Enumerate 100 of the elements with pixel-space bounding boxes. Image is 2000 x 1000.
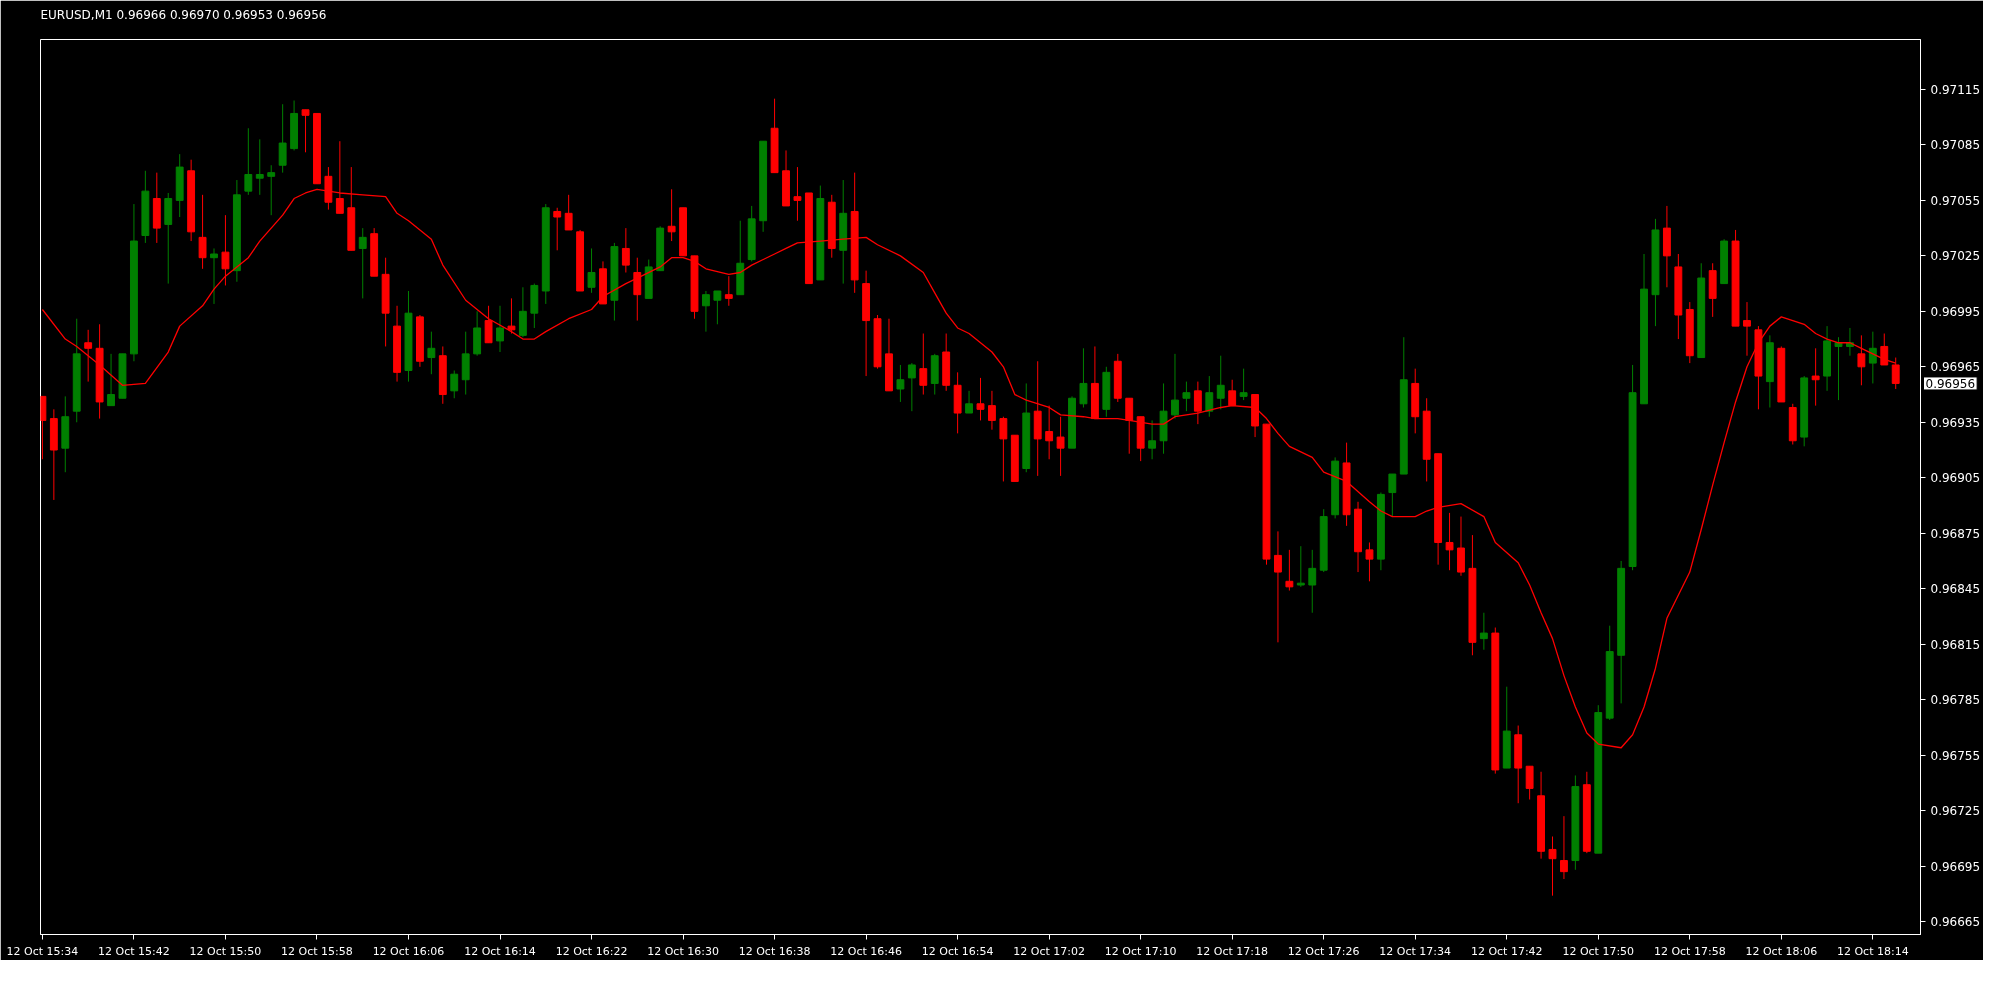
- candlestick: [1182, 381, 1191, 412]
- candlestick: [919, 333, 928, 396]
- x-tick-label: 12 Oct 17:50: [1562, 944, 1635, 958]
- candlestick: [702, 290, 710, 333]
- candlestick: [1743, 301, 1751, 357]
- x-tick-label: 12 Oct 16:38: [738, 944, 811, 958]
- x-tick-label: 12 Oct 15:50: [189, 944, 262, 958]
- x-tick-label: 12 Oct 16:46: [830, 944, 902, 958]
- candlestick: [1296, 545, 1305, 588]
- y-tick-label: 0.97025: [1930, 249, 1981, 264]
- candlestick: [633, 257, 642, 322]
- candlestick: [255, 138, 264, 196]
- x-tick-label: 12 Oct 15:42: [98, 944, 170, 958]
- y-tick-label: 0.96875: [1930, 526, 1981, 541]
- candlestick: [564, 194, 573, 231]
- y-tick-label: 0.97085: [1930, 138, 1981, 153]
- candlestick: [1479, 612, 1488, 651]
- candlestick: [198, 194, 207, 270]
- candlestick: [1148, 419, 1157, 460]
- x-tick-label: 12 Oct 15:34: [6, 944, 79, 958]
- candlestick: [301, 109, 310, 153]
- y-tick-label: 0.96725: [1930, 804, 1981, 819]
- candlestick: [1525, 765, 1534, 801]
- candlestick: [965, 390, 973, 414]
- candlestick: [1171, 353, 1179, 420]
- x-tick-label: 12 Oct 16:06: [372, 944, 445, 958]
- candlestick: [1811, 347, 1820, 407]
- x-tick-label: 12 Oct 17:42: [1470, 944, 1543, 958]
- y-tick-label: 0.96845: [1930, 582, 1981, 597]
- candlestick: [507, 297, 516, 335]
- candlestick: [427, 331, 436, 375]
- candlestick: [278, 103, 287, 174]
- candlestick: [999, 416, 1008, 482]
- candlestick: [1834, 336, 1843, 401]
- candlestick: [358, 227, 367, 299]
- candlestick: [244, 127, 253, 196]
- x-tick-label: 12 Oct 18:14: [1836, 944, 1909, 958]
- candlestick: [1205, 375, 1214, 418]
- y-tick-label: 0.96665: [1930, 915, 1981, 930]
- y-tick-label: 0.97055: [1930, 193, 1981, 208]
- candlestick: [84, 329, 93, 383]
- candlestick: [621, 227, 630, 273]
- candlestick: [1308, 549, 1317, 614]
- x-tick-label: 12 Oct 16:30: [647, 944, 719, 958]
- candlestick: [1274, 530, 1282, 643]
- candlestick: [553, 207, 562, 251]
- x-tick-label: 12 Oct 17:18: [1196, 944, 1269, 958]
- candlestick: [907, 362, 916, 412]
- candlestick: [1548, 835, 1557, 897]
- x-tick-label: 12 Oct 16:54: [921, 944, 994, 958]
- candlestick: [1125, 397, 1134, 455]
- candlestick: [1239, 368, 1248, 401]
- candlestick: [107, 353, 115, 407]
- candlestick: [1365, 541, 1374, 582]
- candlestick: [1216, 355, 1225, 410]
- candlestick: [988, 390, 996, 431]
- candlestick: [587, 247, 596, 294]
- y-tick-label: 0.96965: [1930, 360, 1981, 375]
- candlestick: [1045, 405, 1054, 460]
- candlestick: [713, 290, 722, 325]
- candlestick: [1880, 333, 1889, 366]
- annotation: 0.96956: [1925, 376, 1976, 391]
- candlestick: [1388, 473, 1397, 518]
- x-tick-label: 12 Oct 17:02: [1013, 944, 1086, 958]
- candlestick: [1560, 815, 1568, 880]
- candlestick: [221, 214, 230, 286]
- y-tick-label: 0.96935: [1930, 415, 1981, 430]
- candlestick: [267, 164, 276, 216]
- x-tick-label: 12 Oct 15:58: [281, 944, 353, 958]
- candlestick: [1056, 416, 1065, 477]
- chart-title: EURUSD,M1 0.96966 0.96970 0.96953 0.96956: [40, 7, 327, 22]
- y-tick-label: 0.96995: [1930, 304, 1981, 319]
- candlestick: [1445, 512, 1454, 571]
- candlestick: [793, 166, 802, 222]
- y-tick-label: 0.96905: [1930, 471, 1981, 486]
- candlestick: [1193, 381, 1202, 425]
- y-tick-label: 0.97115: [1930, 82, 1981, 97]
- x-tick-label: 12 Oct 17:34: [1379, 944, 1452, 958]
- y-tick-label: 0.96755: [1930, 748, 1981, 763]
- x-tick-label: 12 Oct 16:14: [464, 944, 536, 958]
- candlestick: [667, 188, 676, 242]
- candlestick: [1868, 331, 1877, 384]
- candlestick: [1079, 347, 1088, 408]
- candlestick: [724, 275, 733, 307]
- candlestick: [976, 377, 985, 421]
- candlestick: [210, 247, 218, 305]
- candlestick: [450, 370, 459, 399]
- y-tick-label: 0.96815: [1930, 637, 1981, 652]
- y-tick-label: 0.96695: [1930, 859, 1981, 874]
- candlestick: [1285, 549, 1294, 592]
- candlestick: [496, 305, 504, 353]
- candlestick: [1228, 379, 1237, 407]
- x-tick-label: 12 Oct 18:06: [1745, 944, 1818, 958]
- candlestick: [896, 364, 905, 403]
- x-tick-label: 12 Oct 17:58: [1653, 944, 1726, 958]
- candlestick: [1857, 334, 1866, 386]
- x-tick-label: 12 Oct 16:22: [555, 944, 628, 958]
- y-tick-label: 0.96785: [1930, 693, 1981, 708]
- x-tick-label: 12 Oct 17:10: [1104, 944, 1177, 958]
- candlestick: [484, 305, 493, 344]
